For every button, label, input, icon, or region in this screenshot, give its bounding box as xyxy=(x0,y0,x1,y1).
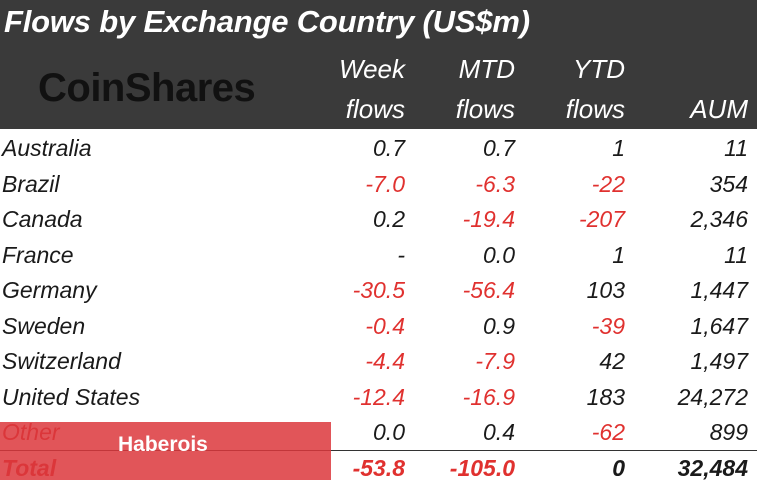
row-ytd-value: -39 xyxy=(591,312,625,339)
row-aum-value: 24,272 xyxy=(677,383,748,410)
watermark-banner xyxy=(0,422,331,480)
column-header-aum-line2: AUM xyxy=(690,94,748,124)
row-week-value: 0.0 xyxy=(373,419,405,445)
chart-title: Flows by Exchange Country (US$m) xyxy=(4,4,530,39)
row-label: Canada xyxy=(2,206,83,232)
row-week-value: -0.4 xyxy=(365,312,405,339)
row-ytd-value: -62 xyxy=(591,419,625,445)
row-mtd-value: 0.0 xyxy=(483,241,515,268)
row-aum-value: 11 xyxy=(724,241,748,268)
row-aum-value: 1,647 xyxy=(690,312,748,339)
row-label: United States xyxy=(2,383,141,410)
row-mtd-value: -7.9 xyxy=(475,348,515,374)
row-ytd-value: -22 xyxy=(591,170,625,197)
row-week-value: - xyxy=(397,241,405,268)
row-mtd-value: -19.4 xyxy=(462,206,515,232)
column-header-mtd-line2: flows xyxy=(455,94,515,124)
row-week-value: -7.0 xyxy=(365,170,405,197)
total-mtd-value: -105.0 xyxy=(449,454,515,481)
row-ytd-value: 1 xyxy=(612,135,625,161)
row-label: Switzerland xyxy=(2,348,121,374)
row-aum-value: 354 xyxy=(709,170,748,197)
row-aum-value: 1,447 xyxy=(690,277,748,303)
total-ytd-value: 0 xyxy=(612,454,625,481)
row-aum-value: 1,497 xyxy=(690,348,748,374)
column-header-week-line2: flows xyxy=(345,94,405,124)
row-aum-value: 2,346 xyxy=(690,206,748,232)
total-divider xyxy=(0,450,757,451)
column-header-ytd-line2: flows xyxy=(565,94,625,124)
row-label: Australia xyxy=(2,135,92,161)
row-label: Germany xyxy=(2,277,97,303)
column-header-week-line1: Week xyxy=(339,54,405,84)
row-aum-value: 899 xyxy=(709,419,748,445)
row-week-value: -30.5 xyxy=(352,277,405,303)
row-mtd-value: 0.9 xyxy=(483,312,515,339)
row-mtd-value: 0.7 xyxy=(483,135,515,161)
row-week-value: 0.7 xyxy=(373,135,405,161)
column-header-mtd-line1: MTD xyxy=(458,54,515,84)
row-ytd-value: 1 xyxy=(612,241,625,268)
row-label: France xyxy=(2,241,74,268)
row-week-value: -12.4 xyxy=(352,383,405,410)
row-label: Sweden xyxy=(2,312,86,339)
row-label: Brazil xyxy=(2,170,60,197)
row-ytd-value: 42 xyxy=(599,348,625,374)
row-mtd-value: -16.9 xyxy=(462,383,515,410)
row-ytd-value: 103 xyxy=(586,277,625,303)
row-ytd-value: -207 xyxy=(578,206,625,232)
row-mtd-value: 0.4 xyxy=(483,419,515,445)
table-header-band: Flows by Exchange Country (US$m) CoinSha… xyxy=(0,0,757,129)
row-week-value: -4.4 xyxy=(365,348,405,374)
total-week-value: -53.8 xyxy=(352,454,405,481)
row-ytd-value: 183 xyxy=(586,383,625,410)
total-aum-value: 32,484 xyxy=(677,454,748,481)
row-week-value: 0.2 xyxy=(373,206,405,232)
watermark-text: Haberois xyxy=(118,433,208,456)
row-aum-value: 11 xyxy=(724,135,748,161)
row-mtd-value: -56.4 xyxy=(462,277,515,303)
column-header-ytd-line1: YTD xyxy=(573,54,625,84)
row-mtd-value: -6.3 xyxy=(475,170,515,197)
coinshares-logo: CoinShares xyxy=(38,66,256,110)
